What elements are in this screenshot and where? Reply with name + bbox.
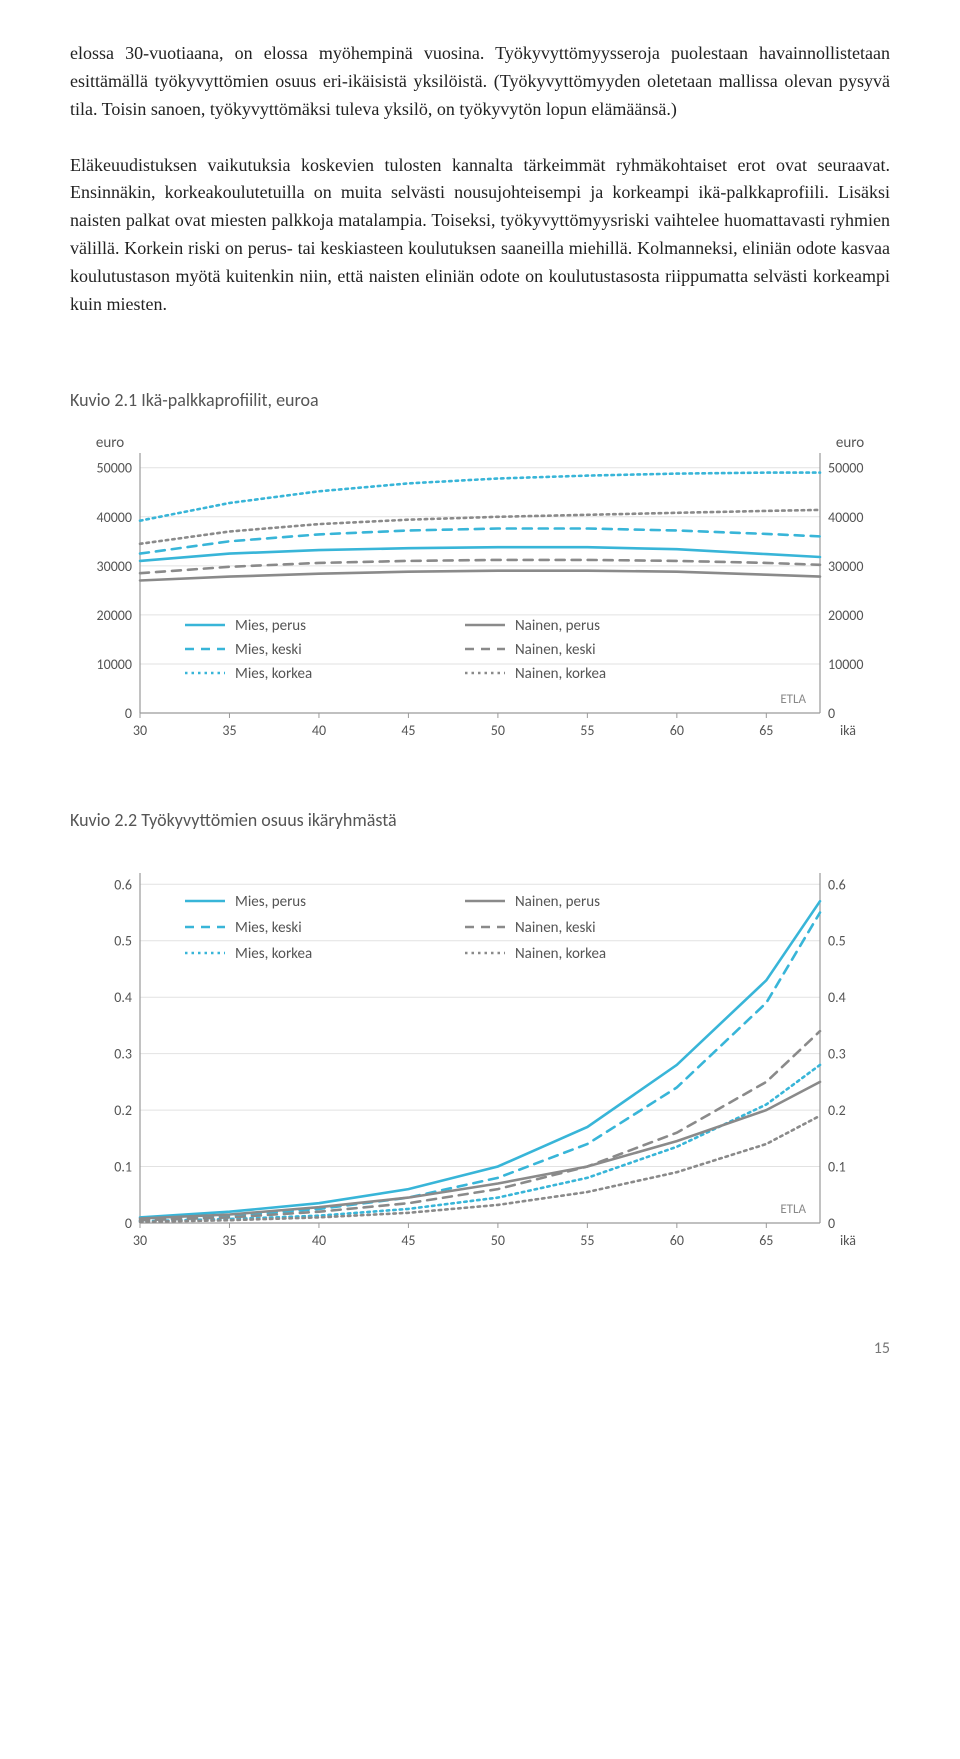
chart-svg: 0 0 10000 10000 20000 20000 30000 30000 40000 400…	[70, 429, 890, 749]
x-tick-label: 40	[312, 1232, 326, 1249]
y-tick-label-left: 0	[125, 705, 132, 722]
y-tick-label-right: 0.3	[828, 1046, 846, 1063]
x-axis-label: ikä	[840, 1232, 856, 1249]
y-tick-label-left: 0.1	[114, 1158, 132, 1175]
x-tick-label: 35	[222, 722, 236, 739]
chart-2: 0 0 0.1 0.1 0.2 0.2 0.3 0.3 0.4 0.4 0.5 0.5 0.6 0.6 30…	[70, 849, 890, 1264]
legend-label-nainen_perus: Nainen, perus	[515, 893, 600, 911]
y-tick-label-right: 50000	[828, 460, 863, 477]
chart-1-caption: Kuvio 2.1 Ikä-palkkaprofiilit, euroa	[70, 389, 890, 411]
y-tick-label-left: 30000	[97, 558, 132, 575]
chart-1: 0 0 10000 10000 20000 20000 30000 30000 40000 400…	[70, 429, 890, 754]
y-tick-label-left: 0.6	[114, 876, 132, 893]
y-tick-label-left: 40000	[97, 509, 132, 526]
series-nainen_korkea	[140, 1116, 820, 1222]
x-tick-label: 60	[670, 1232, 684, 1249]
legend-label-nainen_perus: Nainen, perus	[515, 617, 600, 635]
etla-label: ETLA	[780, 1202, 806, 1217]
y-tick-label-left: 20000	[97, 607, 132, 624]
y-tick-label-right: 0.2	[828, 1102, 846, 1119]
x-tick-label: 55	[580, 1232, 594, 1249]
x-tick-label: 60	[670, 722, 684, 739]
chart-svg: 0 0 0.1 0.1 0.2 0.2 0.3 0.3 0.4 0.4 0.5 0.5 0.6 0.6 30…	[70, 849, 890, 1259]
series-mies_korkea	[140, 473, 820, 521]
chart-2-section: Kuvio 2.2 Työkyvyttömien osuus ikäryhmäs…	[70, 809, 890, 1264]
etla-label: ETLA	[780, 692, 806, 707]
y-tick-label-right: 0	[828, 705, 835, 722]
x-tick-label: 65	[759, 722, 773, 739]
y-tick-label-right: 40000	[828, 509, 863, 526]
x-tick-label: 50	[491, 1232, 505, 1249]
paragraph-2: Eläkeuudistuksen vaikutuksia koskevien t…	[70, 155, 890, 314]
series-nainen_perus	[140, 571, 820, 581]
y-tick-label-left: 0.3	[114, 1046, 132, 1063]
legend-label-nainen_keski: Nainen, keski	[515, 641, 596, 659]
series-mies_korkea	[140, 1065, 820, 1221]
paragraph-1: elossa 30-vuotiaana, on elossa myöhempin…	[70, 43, 890, 119]
series-nainen_korkea	[140, 510, 820, 544]
page: elossa 30-vuotiaana, on elossa myöhempin…	[0, 0, 960, 1398]
x-tick-label: 30	[133, 722, 147, 739]
legend-label-mies_korkea: Mies, korkea	[235, 945, 312, 963]
legend-label-nainen_korkea: Nainen, korkea	[515, 945, 606, 963]
y-tick-label-right: 0.1	[828, 1158, 846, 1175]
y-tick-label-right: 0.4	[828, 989, 846, 1006]
chart-2-caption: Kuvio 2.2 Työkyvyttömien osuus ikäryhmäs…	[70, 809, 890, 831]
x-tick-label: 45	[401, 722, 415, 739]
series-mies_keski	[140, 528, 820, 553]
y-axis-label-left: euro	[96, 434, 124, 452]
x-tick-label: 30	[133, 1232, 147, 1249]
y-tick-label-right: 0.6	[828, 876, 846, 893]
legend-label-nainen_keski: Nainen, keski	[515, 919, 596, 937]
chart-1-section: Kuvio 2.1 Ikä-palkkaprofiilit, euroa 0 0 1…	[70, 389, 890, 754]
y-tick-label-left: 10000	[97, 656, 132, 673]
y-tick-label-right: 0	[828, 1215, 835, 1232]
series-nainen_perus	[140, 1082, 820, 1219]
body-text: elossa 30-vuotiaana, on elossa myöhempin…	[70, 40, 890, 319]
y-tick-label-right: 0.5	[828, 933, 846, 950]
x-tick-label: 40	[312, 722, 326, 739]
y-tick-label-left: 0.2	[114, 1102, 132, 1119]
x-tick-label: 65	[759, 1232, 773, 1249]
x-axis-label: ikä	[840, 722, 856, 739]
x-tick-label: 50	[491, 722, 505, 739]
y-tick-label-left: 0.5	[114, 933, 132, 950]
x-tick-label: 35	[222, 1232, 236, 1249]
y-tick-label-right: 20000	[828, 607, 863, 624]
legend-label-mies_perus: Mies, perus	[235, 617, 306, 635]
y-tick-label-left: 0.4	[114, 989, 132, 1006]
y-axis-label-right: euro	[836, 434, 864, 452]
legend-label-mies_keski: Mies, keski	[235, 641, 302, 659]
y-tick-label-right: 30000	[828, 558, 863, 575]
y-tick-label-right: 10000	[828, 656, 863, 673]
y-tick-label-left: 50000	[97, 460, 132, 477]
legend-label-mies_keski: Mies, keski	[235, 919, 302, 937]
x-tick-label: 45	[401, 1232, 415, 1249]
x-tick-label: 55	[580, 722, 594, 739]
page-number: 15	[70, 1319, 890, 1358]
legend-label-mies_korkea: Mies, korkea	[235, 665, 312, 683]
legend-label-mies_perus: Mies, perus	[235, 893, 306, 911]
legend-label-nainen_korkea: Nainen, korkea	[515, 665, 606, 683]
y-tick-label-left: 0	[125, 1215, 132, 1232]
